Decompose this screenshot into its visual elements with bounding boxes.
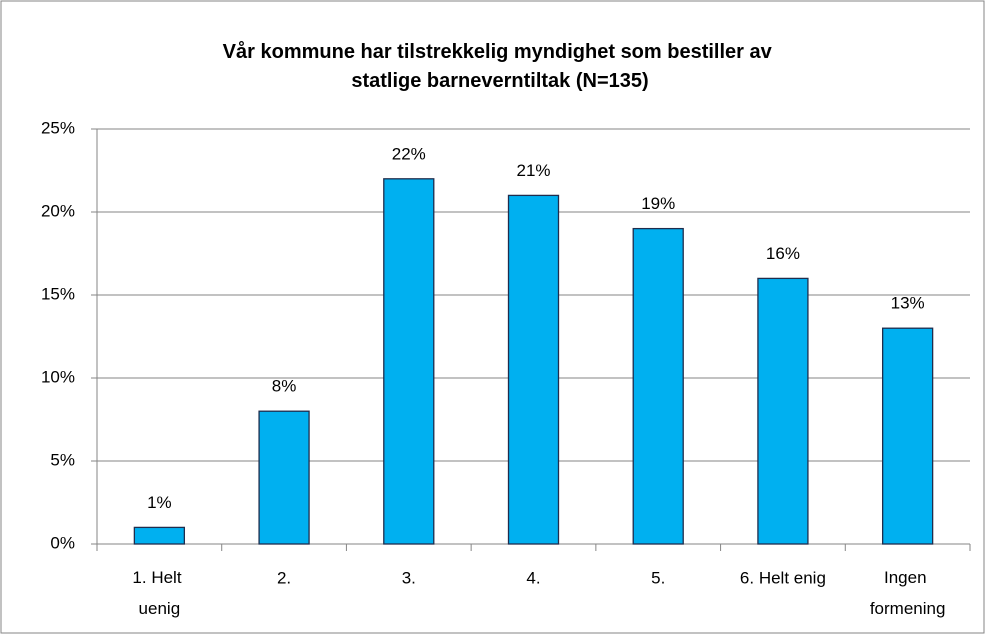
x-tick-label: 5. bbox=[651, 568, 665, 587]
data-label: 13% bbox=[891, 294, 925, 313]
bar bbox=[632, 227, 684, 545]
data-label: 8% bbox=[272, 377, 297, 396]
data-label: 19% bbox=[641, 194, 675, 213]
y-tick-label: 20% bbox=[41, 201, 75, 220]
bar bbox=[757, 277, 809, 545]
x-tick-label: 6. Helt enig bbox=[740, 568, 826, 587]
y-tick-label: 25% bbox=[41, 118, 75, 137]
data-label: 21% bbox=[516, 161, 550, 180]
data-label: 1% bbox=[147, 493, 172, 512]
bar bbox=[133, 526, 186, 545]
bar bbox=[507, 194, 560, 545]
data-label: 16% bbox=[766, 244, 800, 263]
bar bbox=[258, 410, 310, 545]
bar bbox=[881, 327, 934, 545]
x-tick-label: Ingen formening bbox=[870, 568, 946, 618]
x-tick-label: 1. Helt uenig bbox=[132, 568, 186, 618]
x-tick-label: 3. bbox=[402, 568, 416, 587]
x-tick-label: 2. bbox=[277, 568, 291, 587]
x-tick-label: 4. bbox=[526, 568, 540, 587]
y-tick-label: 15% bbox=[41, 284, 75, 303]
chart-title: Vår kommune har tilstrekkelig myndighet … bbox=[223, 40, 778, 92]
y-tick-label: 5% bbox=[50, 450, 75, 469]
y-tick-label: 0% bbox=[50, 533, 75, 552]
y-tick-label: 10% bbox=[41, 367, 75, 386]
data-label: 22% bbox=[392, 144, 426, 163]
bar bbox=[383, 178, 435, 545]
